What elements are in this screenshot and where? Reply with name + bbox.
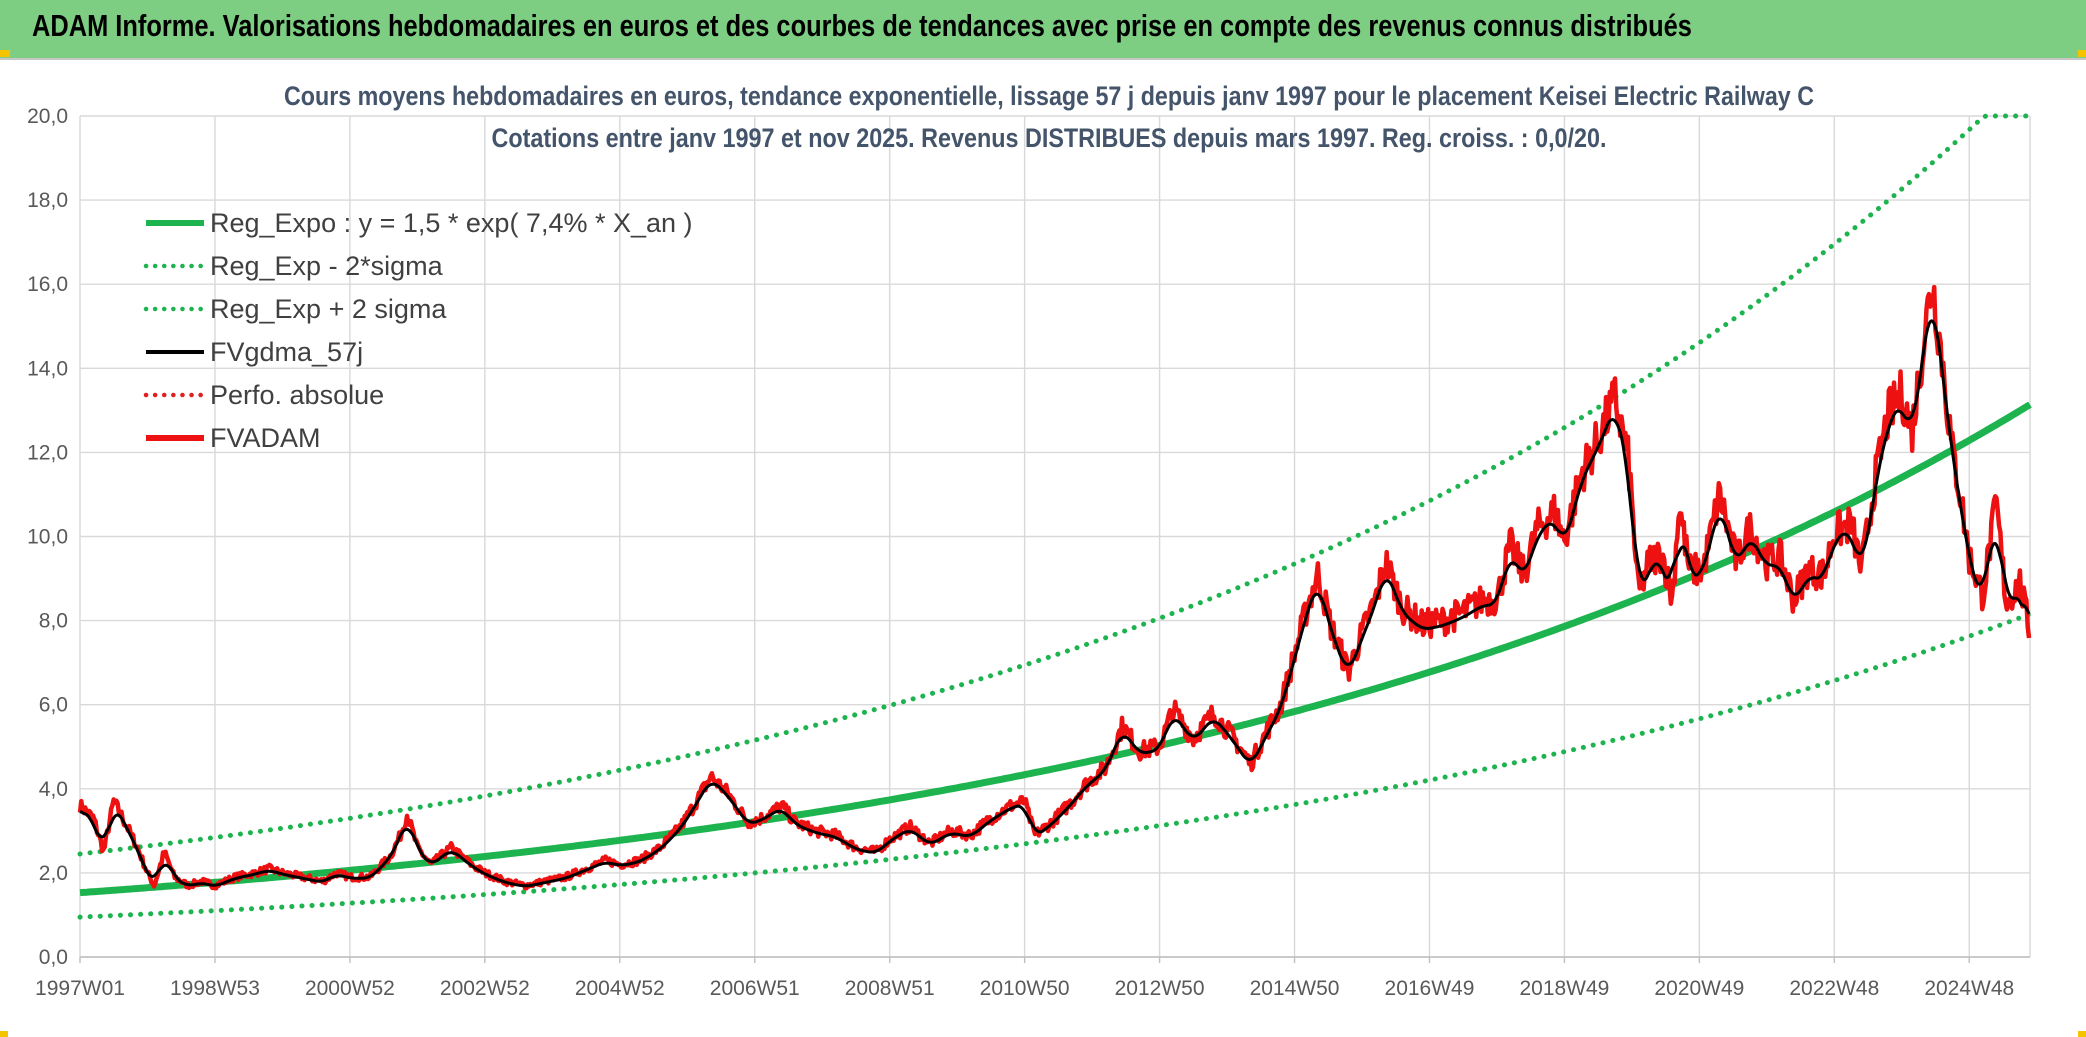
x-tick-label: 2000W52 xyxy=(305,977,395,1000)
y-tick-label: 0,0 xyxy=(39,946,68,969)
legend: Reg_Expo : y = 1,5 * exp( 7,4% * X_an ) R… xyxy=(143,208,693,453)
x-tick-label: 2014W50 xyxy=(1250,977,1340,1000)
x-tick-label: 2004W52 xyxy=(575,977,665,1000)
corner-marker-bottom-right xyxy=(2078,1031,2086,1037)
series-line-1 xyxy=(77,611,2033,920)
x-tick-label: 2018W49 xyxy=(1519,977,1609,1000)
legend-label-4: Perfo. absolue xyxy=(210,380,384,410)
y-tick-label: 12,0 xyxy=(27,441,68,464)
y-tick-label: 6,0 xyxy=(39,694,68,717)
corner-marker-top-left xyxy=(0,50,10,57)
series-line-3 xyxy=(79,319,2031,888)
corner-marker-top-right xyxy=(2078,50,2086,57)
x-tick-label: 2022W48 xyxy=(1789,977,1879,1000)
x-tick-label: 2006W51 xyxy=(710,977,800,1000)
y-tick-label: 4,0 xyxy=(39,778,68,801)
y-tick-label: 10,0 xyxy=(27,526,68,549)
x-tick-label: 2008W51 xyxy=(845,977,935,1000)
legend-label-2: Reg_Exp + 2 sigma xyxy=(210,294,447,324)
y-tick-label: 14,0 xyxy=(27,357,68,380)
y-tick-label: 2,0 xyxy=(39,862,68,885)
y-tick-label: 16,0 xyxy=(27,273,68,296)
legend-label-1: Reg_Exp - 2*sigma xyxy=(210,251,444,281)
series-layer xyxy=(77,113,2033,920)
series-line-5 xyxy=(77,284,2032,891)
x-tick-label: 1998W53 xyxy=(170,977,260,1000)
axis-layer: 0,0 2,0 4,0 6,0 8,0 10,0 12,0 14,0 16,0 18,0 20,0 1… xyxy=(27,105,2030,1000)
x-tick-label: 2010W50 xyxy=(980,977,1070,1000)
x-tick-label: 2024W48 xyxy=(1924,977,2014,1000)
legend-label-5: FVADAM xyxy=(210,423,321,453)
line-chart: 0,0 2,0 4,0 6,0 8,0 10,0 12,0 14,0 16,0 18,0 20,0 1… xyxy=(27,81,2033,1000)
chart-title-line2: Cotations entre janv 1997 et nov 2025. R… xyxy=(492,123,1607,153)
banner-title: ADAM Informe. Valorisations hebdomadaire… xyxy=(32,8,1692,43)
y-tick-label: 20,0 xyxy=(27,105,68,128)
chart-area: 0,0 2,0 4,0 6,0 8,0 10,0 12,0 14,0 16,0 18,0 20,0 1… xyxy=(14,60,2072,1035)
x-tick-label: 1997W01 xyxy=(35,977,125,1000)
x-tick-label: 2016W49 xyxy=(1385,977,1475,1000)
legend-label-0: Reg_Expo : y = 1,5 * exp( 7,4% * X_an ) xyxy=(210,208,693,238)
grid-layer xyxy=(79,115,2031,958)
chart-title-line1: Cours moyens hebdomadaires en euros, ten… xyxy=(284,81,1814,111)
y-tick-label: 8,0 xyxy=(39,610,68,633)
legend-label-3: FVgdma_57j xyxy=(210,337,363,367)
banner: ADAM Informe. Valorisations hebdomadaire… xyxy=(0,0,2086,60)
corner-marker-bottom-left xyxy=(0,1031,8,1037)
x-tick-label: 2020W49 xyxy=(1654,977,1744,1000)
x-tick-label: 2012W50 xyxy=(1115,977,1205,1000)
x-tick-label: 2002W52 xyxy=(440,977,530,1000)
y-tick-label: 18,0 xyxy=(27,189,68,212)
